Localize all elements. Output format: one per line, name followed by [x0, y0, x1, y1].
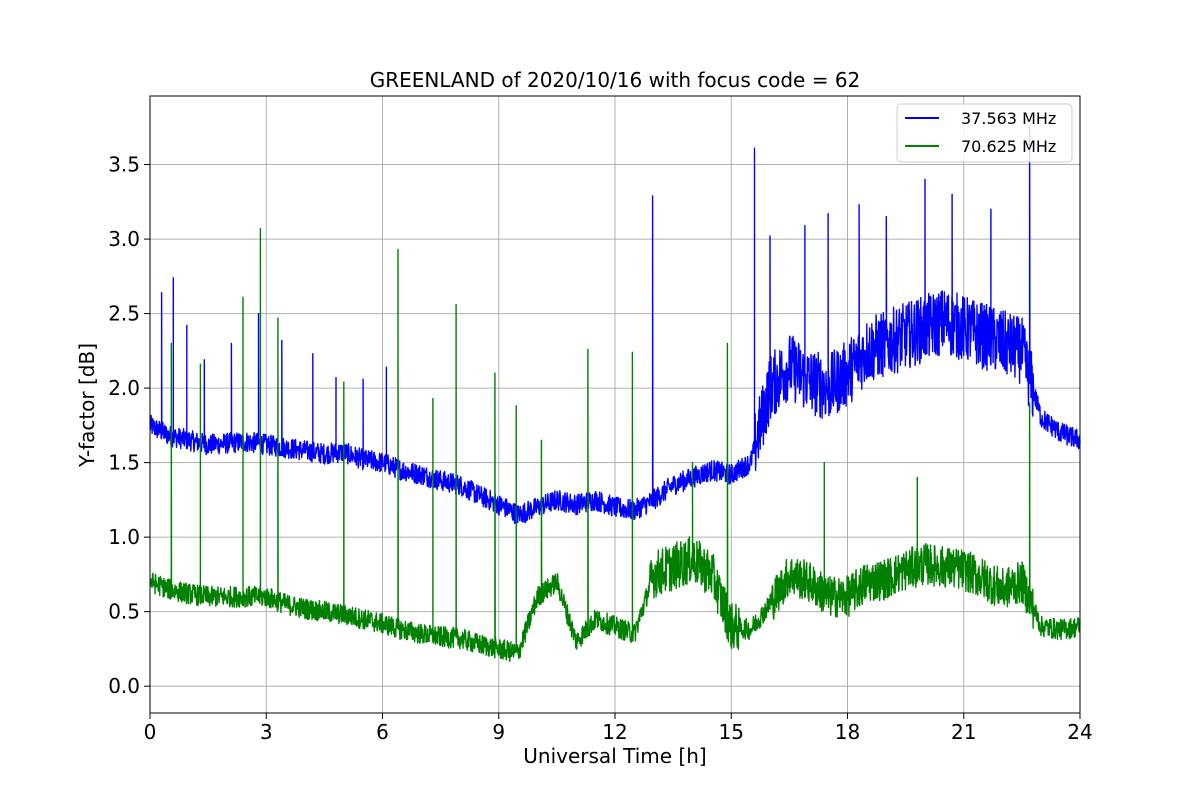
- chart-title: GREENLAND of 2020/10/16 with focus code …: [370, 68, 861, 92]
- y-tick-label: 0.0: [108, 674, 140, 698]
- plot-area: [149, 126, 1081, 662]
- y-axis-label: Y-factor [dB]: [75, 343, 99, 468]
- y-tick-label: 3.5: [108, 153, 140, 177]
- y-tick-label: 1.0: [108, 525, 140, 549]
- x-tick-label: 18: [835, 720, 860, 744]
- y-tick-label: 1.5: [108, 451, 140, 475]
- series-line-70625: [149, 227, 1081, 662]
- x-tick-label: 24: [1067, 720, 1092, 744]
- legend: 37.563 MHz 70.625 MHz: [896, 103, 1073, 163]
- y-tick-label: 2.0: [108, 376, 140, 400]
- x-tick-label: 9: [492, 720, 505, 744]
- y-tick-label: 3.0: [108, 227, 140, 251]
- legend-label-70625: 70.625 MHz: [961, 137, 1056, 156]
- x-tick-label: 3: [260, 720, 273, 744]
- x-tick-label: 21: [951, 720, 976, 744]
- x-tick-label: 6: [376, 720, 389, 744]
- y-tick-label: 2.5: [108, 302, 140, 326]
- x-tick-label: 12: [602, 720, 627, 744]
- y-axis: 0.0 0.5 1.0 1.5 2.0 2.5 3.0 3.5: [108, 153, 150, 698]
- legend-box: [896, 103, 1073, 163]
- y-tick-label: 0.5: [108, 600, 140, 624]
- series-line-37563: [149, 126, 1081, 524]
- legend-label-37563: 37.563 MHz: [961, 109, 1056, 128]
- x-tick-label: 15: [719, 720, 744, 744]
- x-axis: 0 3 6 9 12 15 18 21 24: [144, 713, 1093, 744]
- x-axis-label: Universal Time [h]: [523, 744, 706, 768]
- x-tick-label: 0: [144, 720, 157, 744]
